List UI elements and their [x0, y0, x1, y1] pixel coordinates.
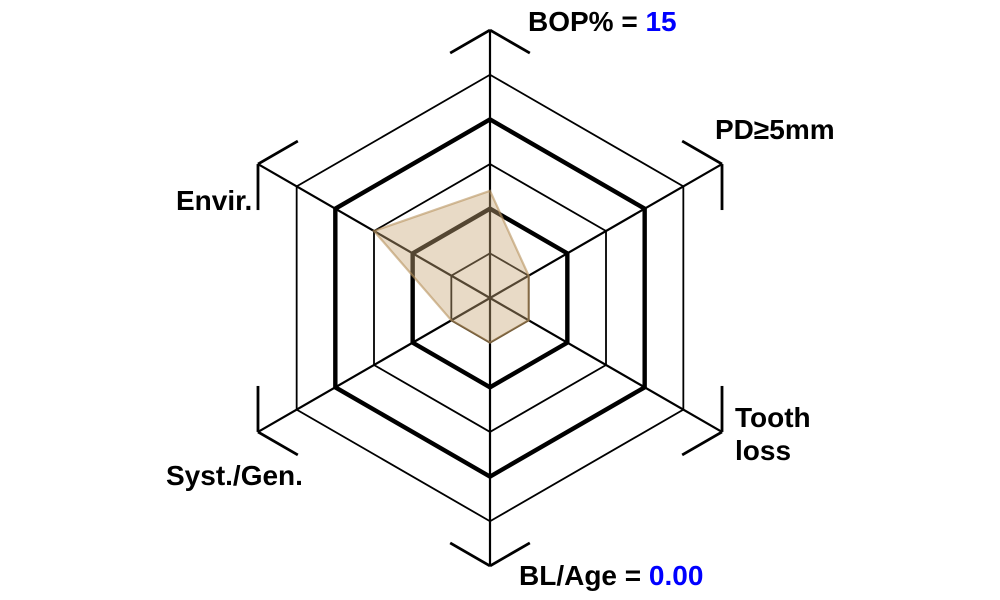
syst-gen-axis-label: Syst./Gen.: [166, 462, 303, 490]
bl-age-value: 0.00: [648, 560, 704, 591]
axis-cap-bop-a: [449, 28, 491, 55]
axis-cap-bl_age-b: [449, 541, 491, 568]
bop-axis-label: BOP% = 15: [528, 8, 677, 36]
axis-cap-envir-b: [257, 139, 299, 166]
axis-cap-bl_age-a: [489, 541, 531, 568]
axis-cap-syst_gen-a: [257, 430, 299, 457]
axis-cap-tooth_loss-b: [681, 430, 723, 457]
bl-age-label-text: BL/Age =: [519, 560, 649, 591]
pd-axis-label: PD≥5mm: [715, 116, 835, 144]
bop-label-text: BOP% =: [528, 6, 646, 37]
tooth-loss-label-text: Tooth loss: [735, 402, 811, 466]
tooth-loss-axis-label: Tooth loss: [735, 401, 827, 467]
bop-value: 15: [645, 6, 677, 37]
bl-age-axis-label: BL/Age = 0.00: [519, 562, 703, 590]
data-polygon: [372, 189, 530, 344]
envir-label-text: Envir.: [176, 185, 253, 216]
envir-axis-label: Envir.: [176, 187, 252, 215]
syst-gen-label-text: Syst./Gen.: [166, 460, 303, 491]
pd-label-text: PD≥5mm: [715, 114, 835, 145]
axis-cap-pd-a: [681, 139, 723, 166]
axis-cap-bop-b: [489, 28, 531, 55]
